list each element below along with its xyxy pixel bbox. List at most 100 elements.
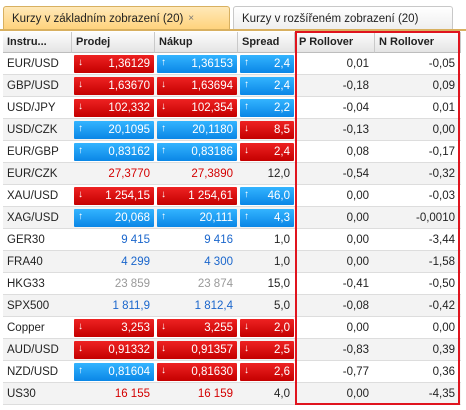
tab-basic-view[interactable]: Kurzy v základním zobrazení (20) × (3, 6, 230, 30)
column-header-n-rollover[interactable]: N Rollover (375, 32, 461, 53)
sell-price-cell-value: 0,83162 (108, 146, 150, 158)
spread-cell: ↑ 2,2 (240, 99, 294, 117)
down-arrow-icon: ↓ (161, 343, 166, 354)
column-header-sell[interactable]: Prodej (72, 32, 155, 53)
buy-price-cell[interactable]: ↑ 1,36153 (157, 55, 237, 73)
table-row[interactable]: SPX500 1 811,9 1 812,4 5,0 -0,08 -0,42 (3, 295, 461, 317)
instrument-cell: HKG33 (7, 277, 45, 290)
sell-price-cell[interactable]: ↓ 1 254,15 (74, 187, 154, 205)
table-row[interactable]: XAU/USD ↓ 1 254,15 ↓ 1 254,61 ↑ 46,0 0,00 -0,03 (3, 185, 461, 207)
buy-price-cell[interactable]: 4 300 (157, 253, 237, 271)
sell-price-cell-value: 20,068 (114, 212, 150, 224)
down-arrow-icon: ↓ (161, 79, 166, 90)
sell-price-cell[interactable]: ↓ 102,332 (74, 99, 154, 117)
table-row[interactable]: US30 16 155 16 159 4,0 0,00 -4,35 (3, 383, 461, 405)
down-arrow-icon: ↓ (161, 365, 166, 376)
spread-cell-value: 1,0 (274, 256, 290, 268)
p-rollover-cell: -0,77 (342, 365, 369, 378)
sell-price-cell[interactable]: ↑ 0,81604 (74, 363, 154, 381)
spread-cell-value: 2,4 (274, 58, 290, 70)
spread-cell-value: 1,0 (274, 234, 290, 246)
buy-price-cell[interactable]: 9 416 (157, 231, 237, 249)
column-header-instrument[interactable]: Instru... (3, 32, 72, 53)
table-row[interactable]: HKG33 23 859 23 874 15,0 -0,41 -0,50 (3, 273, 461, 295)
sell-price-cell-value: 1,36129 (108, 58, 150, 70)
spread-cell: ↑ 2,4 (240, 77, 294, 95)
table-row[interactable]: Copper ↓ 3,253 ↓ 3,255 ↓ 2,0 0,00 0,00 (3, 317, 461, 339)
buy-price-cell[interactable]: ↓ 0,81630 (157, 363, 237, 381)
buy-price-cell[interactable]: ↓ 0,91357 (157, 341, 237, 359)
buy-price-cell[interactable]: ↑ 20,1180 (157, 121, 237, 139)
sell-price-cell[interactable]: 9 415 (74, 231, 154, 249)
sell-price-cell[interactable]: 16 155 (74, 385, 154, 403)
n-rollover-cell: 0,00 (432, 321, 455, 334)
p-rollover-cell: 0,00 (346, 233, 369, 246)
table-row[interactable]: GBP/USD ↓ 1,63670 ↓ 1,63694 ↑ 2,4 -0,18 0,09 (3, 75, 461, 97)
spread-cell: 5,0 (240, 297, 294, 315)
sell-price-cell[interactable]: 27,3770 (74, 165, 154, 183)
table-row[interactable]: USD/JPY ↓ 102,332 ↓ 102,354 ↑ 2,2 -0,04 0,01 (3, 97, 461, 119)
close-icon[interactable]: × (188, 13, 195, 24)
spread-cell-value: 5,0 (274, 300, 290, 312)
p-rollover-cell: 0,00 (346, 189, 369, 202)
buy-price-cell[interactable]: 1 812,4 (157, 297, 237, 315)
sell-price-cell[interactable]: ↓ 3,253 (74, 319, 154, 337)
buy-price-cell[interactable]: ↓ 102,354 (157, 99, 237, 117)
spread-cell-value: 2,4 (274, 146, 290, 158)
spread-cell: ↓ 2,6 (240, 363, 294, 381)
spread-cell-value: 2,5 (274, 344, 290, 356)
table-row[interactable]: EUR/CZK 27,3770 27,3890 12,0 -0,54 -0,32 (3, 163, 461, 185)
spread-cell: ↑ 46,0 (240, 187, 294, 205)
instrument-cell: Copper (7, 321, 45, 334)
tab-extended-view[interactable]: Kurzy v rozšířeném zobrazení (20) (233, 6, 453, 30)
table-row[interactable]: EUR/USD ↓ 1,36129 ↑ 1,36153 ↑ 2,4 0,01 -0,05 (3, 53, 461, 75)
up-arrow-icon: ↑ (244, 79, 249, 90)
column-header-buy[interactable]: Nákup (155, 32, 238, 53)
n-rollover-cell: -0,42 (428, 299, 455, 312)
sell-price-cell-value: 20,1095 (108, 124, 150, 136)
buy-price-cell[interactable]: 23 874 (157, 275, 237, 293)
buy-price-cell[interactable]: ↓ 1 254,61 (157, 187, 237, 205)
table-row[interactable]: USD/CZK ↑ 20,1095 ↑ 20,1180 ↓ 8,5 -0,13 0,00 (3, 119, 461, 141)
column-header-spread[interactable]: Spread (238, 32, 295, 53)
table-row[interactable]: EUR/GBP ↑ 0,83162 ↑ 0,83186 ↓ 2,4 0,08 -0,17 (3, 141, 461, 163)
instrument-cell: USD/CZK (7, 123, 58, 136)
spread-cell: ↓ 2,0 (240, 319, 294, 337)
buy-price-cell-value: 0,83186 (191, 146, 233, 158)
sell-price-cell[interactable]: ↓ 0,91332 (74, 341, 154, 359)
sell-price-cell[interactable]: 4 299 (74, 253, 154, 271)
instrument-cell: US30 (7, 387, 36, 400)
table-row[interactable]: NZD/USD ↑ 0,81604 ↓ 0,81630 ↓ 2,6 -0,77 0,36 (3, 361, 461, 383)
buy-price-cell[interactable]: ↑ 0,83186 (157, 143, 237, 161)
sell-price-cell[interactable]: 23 859 (74, 275, 154, 293)
buy-price-cell[interactable]: ↑ 20,111 (157, 209, 237, 227)
buy-price-cell[interactable]: 16 159 (157, 385, 237, 403)
up-arrow-icon: ↑ (161, 123, 166, 134)
buy-price-cell-value: 16 159 (197, 388, 233, 400)
spread-cell-value: 4,3 (274, 212, 290, 224)
sell-price-cell[interactable]: ↑ 20,1095 (74, 121, 154, 139)
buy-price-cell-value: 1,36153 (191, 58, 233, 70)
buy-price-cell[interactable]: 27,3890 (157, 165, 237, 183)
buy-price-cell-value: 0,91357 (191, 344, 233, 356)
table-row[interactable]: AUD/USD ↓ 0,91332 ↓ 0,91357 ↓ 2,5 -0,83 0,39 (3, 339, 461, 361)
up-arrow-icon: ↑ (244, 189, 249, 200)
table-row[interactable]: FRA40 4 299 4 300 1,0 0,00 -1,58 (3, 251, 461, 273)
sell-price-cell[interactable]: 1 811,9 (74, 297, 154, 315)
table-row[interactable]: XAG/USD ↑ 20,068 ↑ 20,111 ↑ 4,3 0,00 -0,0010 (3, 207, 461, 229)
p-rollover-cell: 0,08 (346, 145, 369, 158)
buy-price-cell[interactable]: ↓ 1,63694 (157, 77, 237, 95)
sell-price-cell[interactable]: ↓ 1,63670 (74, 77, 154, 95)
table-row[interactable]: GER30 9 415 9 416 1,0 0,00 -3,44 (3, 229, 461, 251)
spread-cell: ↓ 2,4 (240, 143, 294, 161)
sell-price-cell-value: 16 155 (114, 388, 150, 400)
sell-price-cell-value: 3,253 (121, 322, 150, 334)
sell-price-cell[interactable]: ↑ 0,83162 (74, 143, 154, 161)
sell-price-cell[interactable]: ↓ 1,36129 (74, 55, 154, 73)
n-rollover-cell: -0,03 (428, 189, 455, 202)
down-arrow-icon: ↓ (78, 101, 83, 112)
sell-price-cell[interactable]: ↑ 20,068 (74, 209, 154, 227)
down-arrow-icon: ↓ (78, 79, 83, 90)
column-header-p-rollover[interactable]: P Rollover (295, 32, 375, 53)
buy-price-cell[interactable]: ↓ 3,255 (157, 319, 237, 337)
